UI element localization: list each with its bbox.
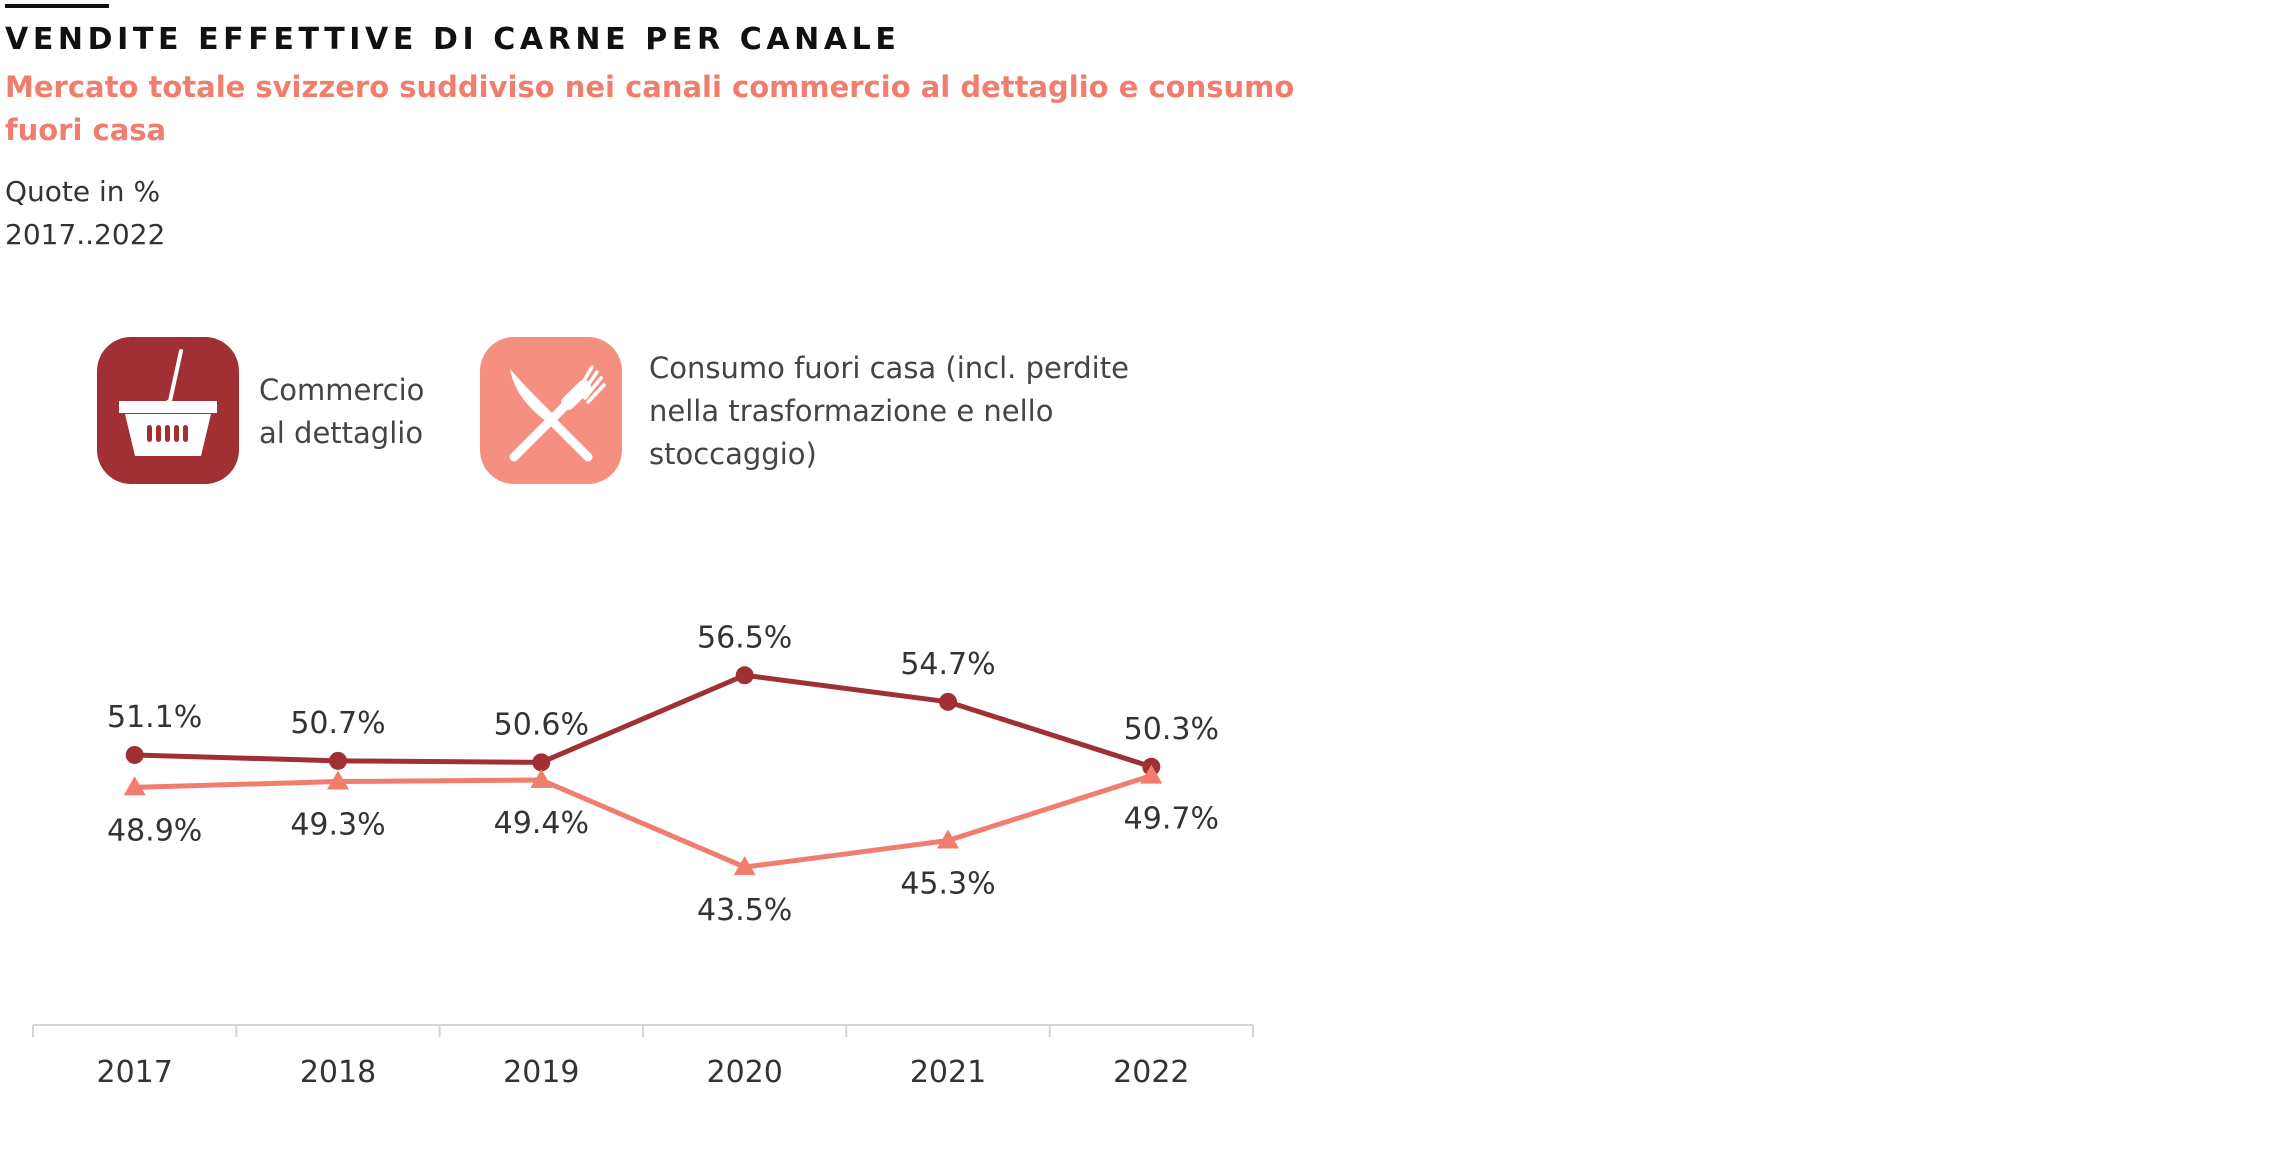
data-point-food-service [937, 829, 959, 849]
data-point-retail [125, 745, 144, 764]
legend-food-service-label: Consumo fuori casa (incl. perdite nella … [649, 351, 1129, 471]
data-point-retail [939, 692, 957, 711]
data-point-retail [329, 751, 347, 770]
knife-fork-icon [480, 337, 622, 484]
data-label-retail: 54.7% [900, 647, 995, 682]
data-label-retail: 50.6% [494, 707, 589, 742]
data-label-retail: 50.7% [290, 706, 385, 741]
series-line-food-service [134, 773, 1153, 870]
data-label-food-service: 49.4% [494, 806, 589, 841]
data-label-food-service: 48.9% [107, 813, 202, 848]
x-tick-label: 2021 [910, 1055, 986, 1090]
data-label-food-service: 43.5% [697, 893, 792, 928]
x-tick-label: 2017 [96, 1055, 172, 1090]
data-label-food-service: 45.3% [900, 867, 995, 902]
data-point-food-service [733, 856, 756, 876]
data-point-food-service [530, 769, 553, 789]
data-labels: 51.1% 48.9% 50.7% 49.3% 50.6% 49.4% 56.5% 43.5%… [107, 620, 1219, 928]
x-axis: 2017 2018 2019 2020 2021 2022 [32, 1024, 1254, 1090]
series-layer [123, 666, 1163, 876]
shopping-basket-icon [97, 337, 239, 484]
title-accent-line [5, 4, 109, 8]
legend-retail-label: Commercio al dettaglio [259, 373, 425, 450]
data-point-food-service [327, 770, 349, 790]
data-label-retail: 51.1% [107, 700, 202, 735]
line-chart: 2017 2018 2019 2020 2021 2022 51.1% 48.9% 50.7%… [32, 620, 1254, 1090]
chart-subtitle: Mercato totale svizzero suddiviso nei ca… [5, 70, 1295, 147]
data-label-food-service: 49.3% [290, 808, 385, 843]
period-note: 2017..2022 [5, 218, 166, 251]
series-line-retail [134, 672, 1153, 770]
x-tick-label: 2020 [706, 1055, 782, 1090]
data-point-retail [735, 666, 754, 685]
x-tick-label: 2022 [1113, 1055, 1189, 1090]
data-point-food-service [1140, 764, 1163, 784]
data-label-retail: 50.3% [1124, 712, 1219, 747]
x-tick-label: 2018 [300, 1055, 376, 1090]
data-label-retail: 56.5% [697, 620, 792, 655]
chart-title: VENDITE EFFETTIVE DI CARNE PER CANALE [5, 22, 901, 57]
units-note: Quote in % [5, 175, 161, 208]
data-point-retail [532, 753, 551, 772]
data-label-food-service: 49.7% [1124, 802, 1219, 837]
data-point-food-service [123, 776, 146, 796]
x-tick-label: 2019 [503, 1055, 579, 1090]
